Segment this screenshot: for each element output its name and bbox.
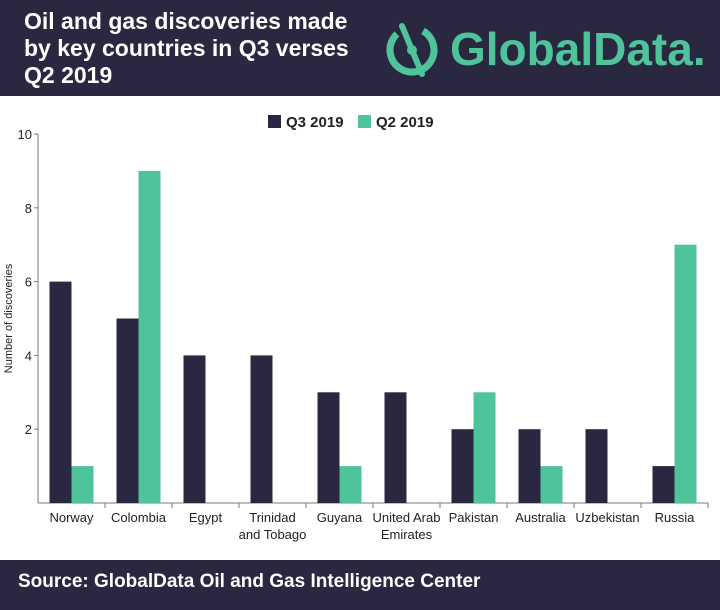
footer-banner: Source: GlobalData Oil and Gas Intellige… [0, 560, 720, 610]
y-tick-label: 8 [25, 201, 32, 216]
bar-q3 [317, 392, 340, 503]
header-banner: Oil and gas discoveries made by key coun… [0, 0, 720, 96]
legend-swatch [268, 115, 281, 128]
legend-label: Q3 2019 [286, 114, 344, 131]
x-tick-label: Russia [655, 510, 696, 525]
x-tick-label: Egypt [189, 510, 223, 525]
chart-title: Oil and gas discoveries made by key coun… [24, 8, 364, 89]
x-tick-label: Trinidad [249, 510, 295, 525]
bar-q2 [339, 466, 362, 503]
y-tick-label: 6 [25, 275, 32, 290]
x-tick-label: Norway [49, 510, 94, 525]
x-tick-label: and Tobago [239, 527, 307, 542]
bar-q3 [585, 429, 608, 503]
globaldata-logo-icon [386, 23, 438, 77]
bar-q2 [138, 170, 161, 503]
x-tick-label: Emirates [381, 527, 433, 542]
x-tick-label: United Arab [373, 510, 441, 525]
bar-q3 [451, 429, 474, 503]
bar-q3 [49, 281, 72, 503]
y-tick-label: 10 [18, 127, 32, 142]
bar-q3 [518, 429, 541, 503]
source-note: Source: GlobalData Oil and Gas Intellige… [18, 571, 481, 592]
title-line: Q2 2019 [24, 62, 113, 88]
bar-q2 [674, 244, 697, 503]
x-tick-label: Uzbekistan [575, 510, 639, 525]
legend-swatch [358, 115, 371, 128]
bar-q2 [540, 466, 563, 503]
bar-q3 [250, 355, 273, 503]
globaldata-logo: GlobalData. [386, 23, 706, 77]
y-tick-label: 2 [25, 422, 32, 437]
bar-q3 [652, 466, 675, 503]
bar-q2 [71, 466, 94, 503]
legend-label: Q2 2019 [376, 114, 434, 131]
bar-q2 [473, 392, 496, 503]
bar-q3 [384, 392, 407, 503]
title-line: Oil and gas discoveries made [24, 8, 348, 34]
x-tick-label: Australia [515, 510, 566, 525]
title-line: by key countries in Q3 verses [24, 35, 349, 61]
x-tick-label: Colombia [111, 510, 167, 525]
bar-q3 [183, 355, 206, 503]
bar-chart: 2 4 6 8 10 Number of discoveries Norway Colombi… [3, 114, 709, 542]
globaldata-logo-text: GlobalData. [450, 23, 706, 75]
x-tick-label: Guyana [317, 510, 363, 525]
y-tick-label: 4 [25, 348, 32, 363]
bar-q3 [116, 318, 139, 503]
y-axis-title: Number of discoveries [3, 263, 15, 373]
x-tick-label: Pakistan [449, 510, 499, 525]
